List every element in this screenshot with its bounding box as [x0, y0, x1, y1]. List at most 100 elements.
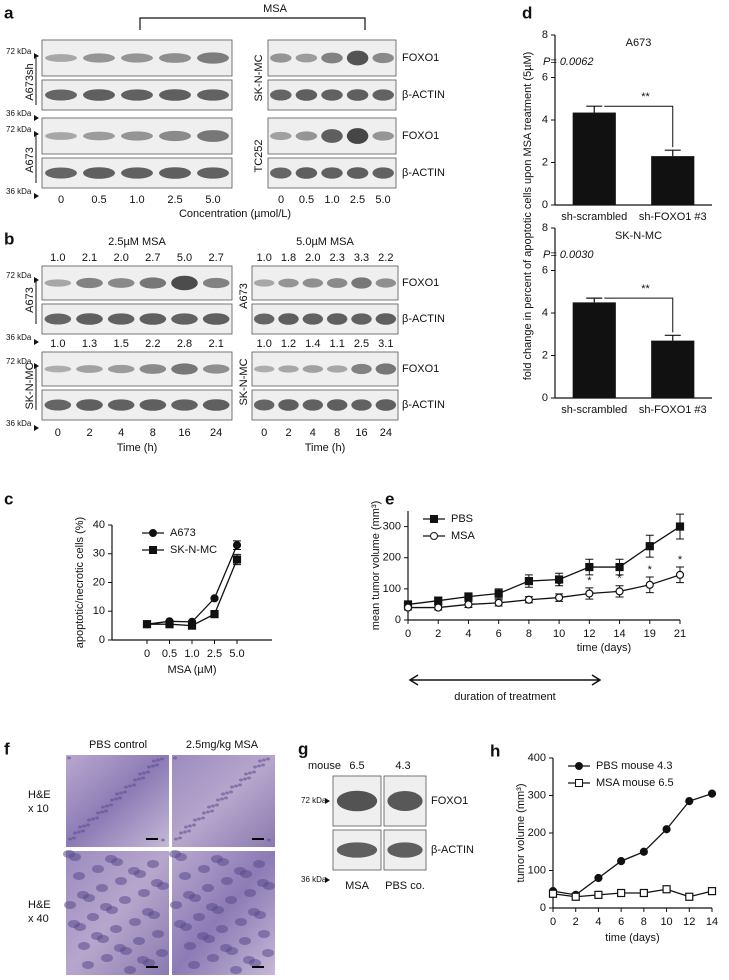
cell-nucleus	[184, 825, 188, 829]
column-label: PBS control	[89, 739, 147, 751]
cell-nucleus	[249, 959, 261, 967]
cell-nucleus	[78, 825, 82, 829]
cell-nucleus	[87, 913, 99, 921]
series-line	[147, 559, 238, 627]
blot-band	[387, 842, 423, 858]
cell-nucleus	[155, 763, 159, 767]
cell-nucleus	[105, 804, 109, 808]
protein-label: β-ACTIN	[402, 399, 445, 411]
cell-nucleus	[193, 818, 197, 822]
blot-band	[295, 131, 318, 141]
cell-nucleus	[134, 870, 146, 878]
marker	[434, 603, 443, 612]
cell-nucleus	[253, 765, 257, 769]
marker	[210, 594, 219, 603]
x-tick-label: sh-scrambled	[561, 211, 627, 223]
cell-nucleus	[67, 756, 71, 760]
blot-band	[45, 132, 77, 140]
y-tick-label: 0	[99, 634, 105, 646]
row-label: x 10	[28, 803, 49, 815]
x-tick-label: 0.5	[162, 648, 177, 660]
protein-label: β-ACTIN	[431, 844, 474, 856]
cell-nucleus	[82, 961, 94, 969]
x-axis-label: Time (h)	[117, 442, 158, 454]
cell-nucleus	[198, 865, 210, 873]
error-bar	[664, 334, 681, 341]
legend-label: SK-N-MC	[170, 544, 217, 556]
cell-nucleus	[225, 896, 237, 904]
blot-band	[278, 399, 299, 411]
cell-nucleus	[244, 889, 256, 897]
marker	[675, 570, 685, 579]
quantification-label: 3.3	[354, 252, 369, 264]
blot-band	[139, 277, 167, 289]
marker	[464, 600, 473, 609]
blot-band	[346, 128, 369, 144]
marker	[494, 598, 503, 607]
blot-band	[83, 53, 115, 63]
marker	[524, 576, 533, 586]
x-tick-label: 14	[706, 916, 718, 928]
quantification-label: 5.0	[177, 252, 192, 264]
cell-nucleus	[147, 765, 151, 769]
marker	[639, 847, 648, 856]
marker	[232, 555, 242, 564]
y-tick-label: 2	[542, 349, 548, 361]
blot-band	[45, 89, 77, 101]
blot-band	[159, 130, 191, 142]
quantification-label: 2.1	[209, 338, 224, 350]
quantification-label: 1.0	[257, 338, 272, 350]
lane-label: 4	[310, 427, 316, 439]
blot	[251, 265, 399, 301]
y-tick-label: 100	[528, 864, 546, 876]
significance-bracket	[604, 297, 674, 333]
lane-label: 0	[55, 427, 61, 439]
blot-band	[302, 313, 324, 325]
y-tick-label: 0	[395, 614, 401, 626]
cell-nucleus	[258, 930, 270, 938]
treatment-label: MSA	[263, 3, 288, 15]
blot-band	[253, 399, 275, 411]
cell-nucleus	[215, 803, 219, 807]
kda-marker	[34, 131, 39, 137]
lane-label: 24	[210, 427, 222, 439]
y-tick-label: 20	[93, 576, 105, 588]
cell-line-label: A673sh	[24, 63, 36, 100]
chart-title: SK-N-MC	[615, 230, 662, 242]
blot-band	[44, 279, 72, 287]
marker	[617, 857, 626, 866]
y-tick-label: 6	[542, 264, 548, 276]
x-tick-label: 0	[550, 916, 556, 928]
cell-nucleus	[106, 906, 118, 914]
cell-nucleus	[258, 759, 262, 763]
blot-band	[321, 129, 343, 143]
lane-label: 4	[118, 427, 124, 439]
panel-letter: e	[385, 489, 394, 508]
cell-line-label: SK-N-MC	[238, 358, 250, 405]
kda-label: 36 kDa	[301, 875, 327, 884]
row-label: mouse	[308, 760, 341, 772]
lane-label: 1.0	[129, 194, 144, 206]
x-tick-label: 19	[644, 628, 656, 640]
blot-band	[83, 167, 115, 179]
error-bar	[664, 149, 681, 157]
row-label: H&E	[28, 789, 51, 801]
kda-label: 36 kDa	[6, 419, 32, 428]
y-tick-label: 8	[542, 222, 548, 234]
blot-band	[372, 131, 394, 141]
cell-nucleus	[202, 884, 214, 892]
blot-band	[76, 399, 103, 411]
x-tick-label: 4	[595, 916, 601, 928]
blot-band	[351, 363, 372, 375]
marker	[594, 890, 603, 899]
y-axis-label: apoptotic/necrotic cells (%)	[74, 517, 86, 648]
blot-band	[302, 278, 324, 288]
significance-label: *	[678, 554, 683, 566]
quantification-label: 3.1	[378, 338, 393, 350]
blot-band	[253, 313, 275, 325]
marker	[571, 892, 580, 901]
lane-label: 2	[86, 427, 92, 439]
quantification-label: 2.7	[209, 252, 224, 264]
quantification-label: 2.0	[305, 252, 320, 264]
cell-nucleus	[110, 925, 122, 933]
